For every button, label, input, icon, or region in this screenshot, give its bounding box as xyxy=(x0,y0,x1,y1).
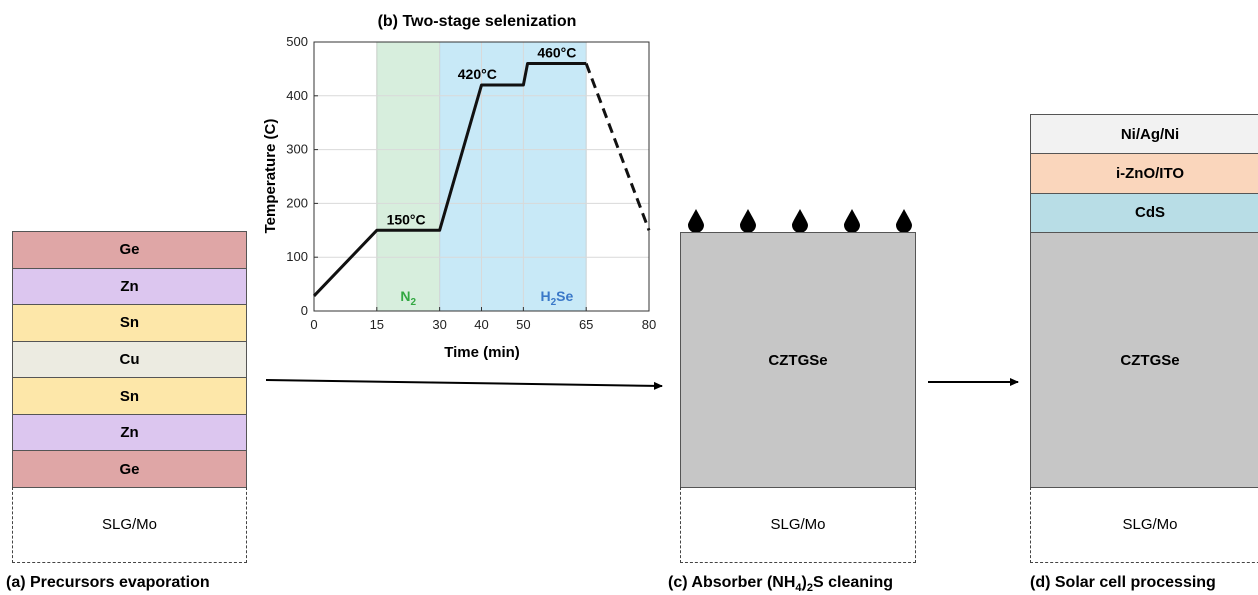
substrate-a: SLG/Mo xyxy=(12,487,247,563)
x-tick-label: 80 xyxy=(642,317,656,332)
absorber-d-label: CZTGSe xyxy=(1120,351,1180,369)
x-axis-label: Time (min) xyxy=(444,344,520,361)
y-tick-label: 100 xyxy=(286,249,308,264)
precursor-stack: Ge Zn Sn Cu Sn Zn Ge xyxy=(12,231,247,488)
droplet-icons xyxy=(688,209,912,233)
droplet-icon xyxy=(740,209,756,233)
stage-label: H2Se xyxy=(540,288,573,308)
stage-label: N2 xyxy=(400,288,416,308)
y-axis-label: Temperature (C) xyxy=(262,119,279,234)
chart-title: (b) Two-stage selenization xyxy=(378,13,577,30)
stage-region xyxy=(439,41,587,312)
x-tick-label: 65 xyxy=(579,317,593,332)
selenization-chart: 0 15 30 40 50 65 80 0 100 200 300 400 500 (b) Two-sta… xyxy=(262,13,656,361)
substrate-c: SLG/Mo xyxy=(680,487,916,563)
droplet-icon xyxy=(896,209,912,233)
precursor-layer-label: Cu xyxy=(119,350,140,368)
y-tick-label: 200 xyxy=(286,195,308,210)
cooling-line xyxy=(584,62,651,231)
x-tick-label: 30 xyxy=(432,317,446,332)
temperature-annotation: 460°C xyxy=(537,45,576,61)
precursor-layer-label: Ge xyxy=(119,241,140,259)
caption-c-sub2: 2 xyxy=(806,582,813,595)
droplet-icon xyxy=(688,209,704,233)
droplet-icon xyxy=(792,209,808,233)
precursor-layer: Zn xyxy=(12,413,247,452)
absorber-d: CZTGSe xyxy=(1030,232,1258,488)
device-layer: CdS xyxy=(1030,192,1258,233)
substrate-a-label: SLG/Mo xyxy=(101,516,158,533)
caption-d: (d) Solar cell processing xyxy=(1030,574,1216,591)
x-tick-label: 15 xyxy=(370,317,384,332)
stage-region xyxy=(376,41,441,312)
caption-c-part1: (c) Absorber (NH xyxy=(668,574,796,591)
x-tick-label: 0 xyxy=(310,317,317,332)
device-stack: Ni/Ag/Ni i-ZnO/ITO CdS xyxy=(1030,114,1258,233)
device-layer-label: i-ZnO/ITO xyxy=(1115,164,1185,182)
arrow-a-to-c xyxy=(265,379,663,390)
absorber-c-label: CZTGSe xyxy=(768,351,828,369)
device-layer-label: CdS xyxy=(1135,204,1165,222)
precursor-layer: Sn xyxy=(12,304,247,342)
precursor-layer-label: Zn xyxy=(120,424,139,442)
y-tick-label: 500 xyxy=(286,34,308,49)
y-tick-label: 0 xyxy=(301,303,308,318)
precursor-layer-label: Sn xyxy=(119,387,140,405)
absorber-c: CZTGSe xyxy=(680,232,916,488)
device-layer-label: Ni/Ag/Ni xyxy=(1120,125,1180,143)
device-layer: Ni/Ag/Ni xyxy=(1030,114,1258,155)
temperature-line xyxy=(312,62,587,297)
temperature-annotation: 150°C xyxy=(387,211,426,227)
precursor-layer: Sn xyxy=(12,377,247,415)
precursor-layer-label: Zn xyxy=(120,277,139,295)
substrate-c-label: SLG/Mo xyxy=(770,516,826,533)
droplet-icon xyxy=(844,209,860,233)
precursor-layer-label: Ge xyxy=(119,460,140,478)
x-tick-label: 40 xyxy=(474,317,488,332)
device-layer: i-ZnO/ITO xyxy=(1030,153,1258,194)
precursor-layer: Ge xyxy=(12,231,247,269)
temperature-annotation: 420°C xyxy=(458,66,497,82)
caption-c-part2: ) xyxy=(801,574,807,591)
precursor-layer-label: Sn xyxy=(119,314,140,332)
substrate-d: SLG/Mo xyxy=(1030,487,1258,563)
caption-c-sub1: 4 xyxy=(795,582,802,595)
y-tick-label: 400 xyxy=(286,88,308,103)
x-tick-label: 50 xyxy=(516,317,530,332)
caption-a: (a) Precursors evaporation xyxy=(6,574,210,591)
substrate-d-label: SLG/Mo xyxy=(1122,516,1178,533)
precursor-layer: Ge xyxy=(12,450,247,488)
caption-c: (c) Absorber (NH4)2S cleaning xyxy=(668,574,893,594)
caption-c-part3: S cleaning xyxy=(813,574,894,591)
y-tick-label: 300 xyxy=(286,142,308,157)
